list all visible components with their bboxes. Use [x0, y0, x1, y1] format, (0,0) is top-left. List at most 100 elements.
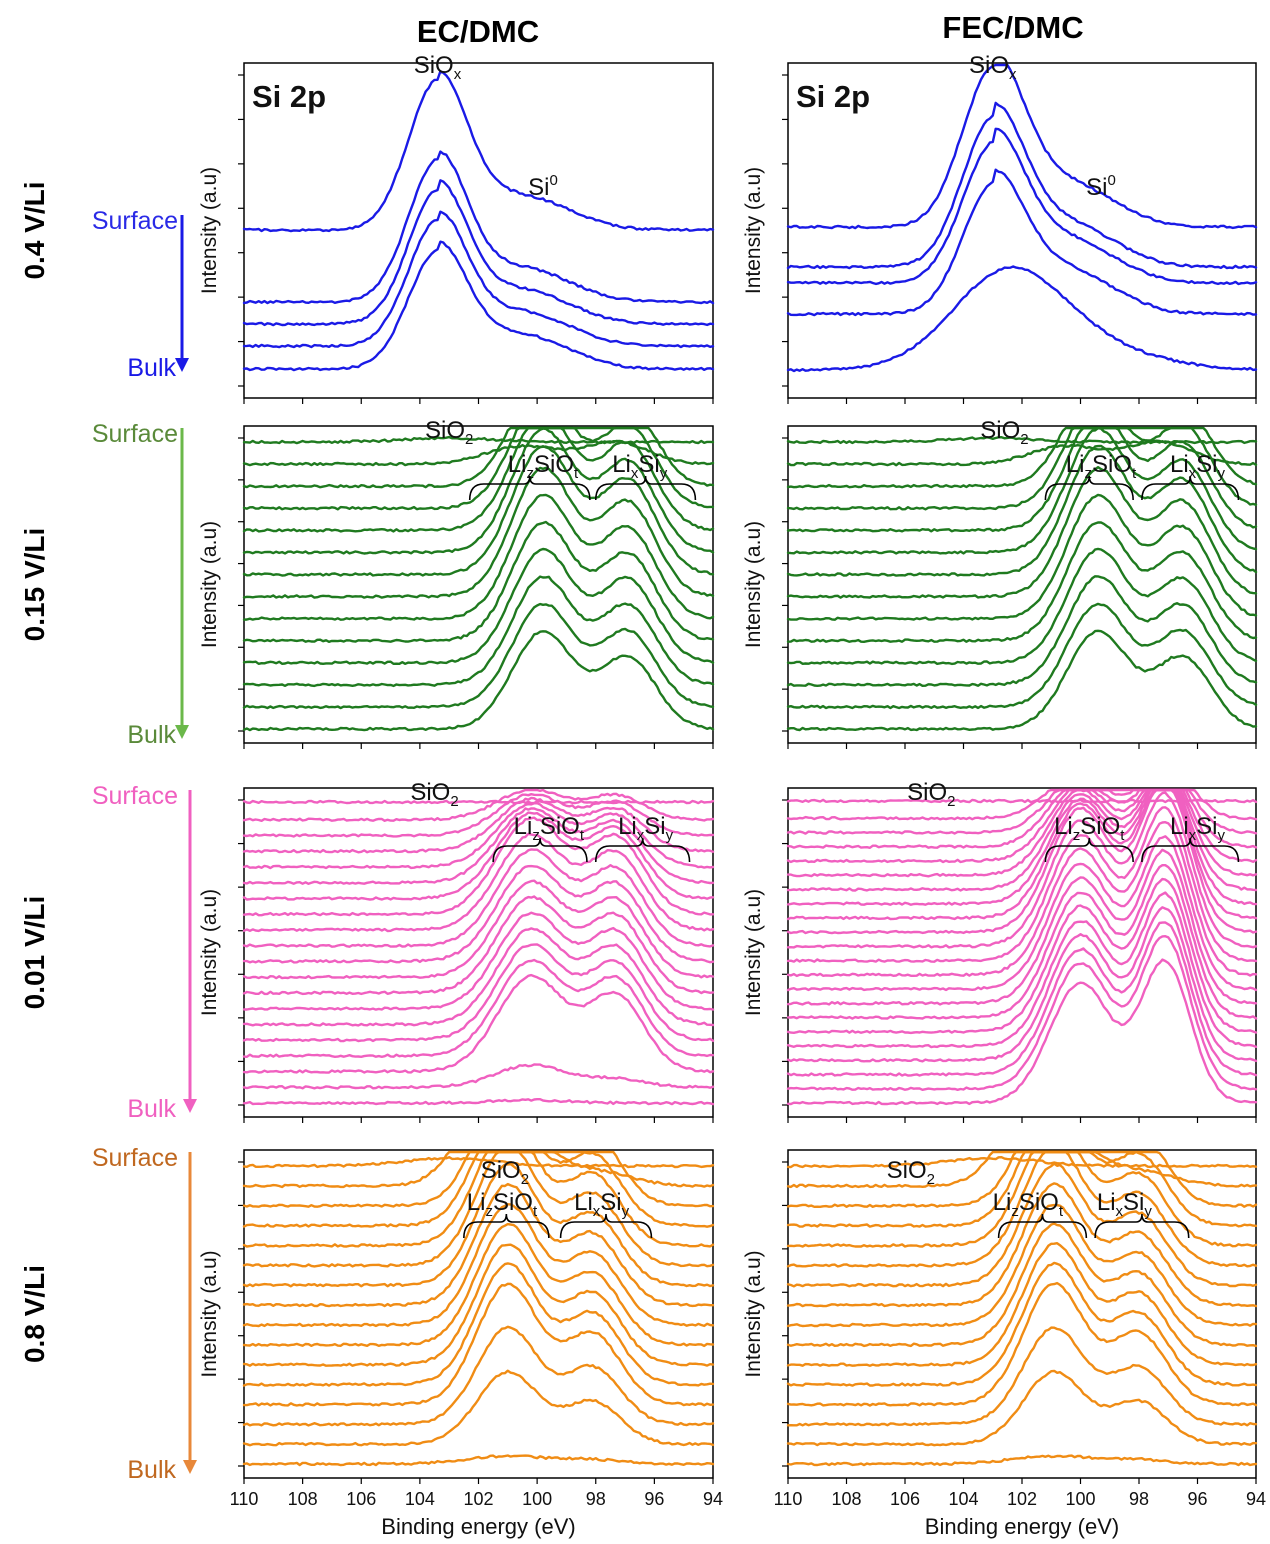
spectrum-trace	[786, 521, 1258, 643]
y-axis-label: Intensity (a.u)	[198, 521, 221, 648]
spectrum-trace	[242, 807, 715, 885]
spectrum-trace	[242, 793, 715, 838]
y-axis-label: Intensity (a.u)	[198, 889, 221, 1016]
row-label-group-1: 0.15 V/Li Surface Bulk	[19, 420, 189, 749]
peak-bracket	[594, 475, 697, 501]
x-axis-label: Binding energy (eV)	[381, 1514, 575, 1539]
peak-annotation: LixSiy	[618, 813, 674, 844]
surface-label: Surface	[92, 207, 178, 235]
peak-annotation: LizSiOt	[514, 813, 585, 844]
spectrum-trace	[786, 1369, 1258, 1447]
bulk-label: Bulk	[127, 1456, 176, 1484]
x-tick-label: 110	[774, 1489, 803, 1509]
spectrum-trace	[242, 1369, 715, 1447]
spectrum-trace	[242, 796, 715, 854]
x-tick-label: 106	[890, 1489, 920, 1509]
spectrum-trace	[786, 788, 1258, 935]
spectrum-trace	[786, 835, 1258, 992]
peak-annotation: LixSiy	[1097, 1189, 1153, 1220]
spectrum-trace	[242, 445, 715, 577]
peak-bracket	[1044, 475, 1134, 501]
spectrum-trace	[786, 265, 1258, 373]
spectrum-trace	[786, 547, 1258, 666]
bulk-label: Bulk	[127, 1095, 176, 1123]
spectrum-trace	[786, 788, 1258, 906]
peak-bracket	[997, 1213, 1088, 1239]
peak-bracket	[594, 837, 691, 863]
spectrum-trace	[242, 1163, 715, 1288]
spectrum-trace	[242, 927, 715, 1027]
depth-arrowhead	[183, 1099, 197, 1113]
spectrum-trace	[242, 1222, 715, 1348]
spectrum-trace	[786, 864, 1258, 1020]
panel-title: Si 2p	[796, 79, 870, 114]
x-tick-label: 104	[405, 1489, 435, 1509]
spectrum-trace	[242, 1063, 715, 1090]
peak-annotation: LizSiOt	[1054, 813, 1125, 844]
depth-arrowhead	[183, 1460, 197, 1474]
panel-0-fec: Intensity (a.u) Si 2p SiOx Si0	[742, 52, 1258, 404]
panel-1-fec: Intensity (a.u) SiO2 LizSiOt LixSiy	[742, 417, 1258, 749]
peak-annotation: LixSiy	[612, 451, 668, 482]
x-tick-label: 98	[586, 1489, 606, 1509]
row-label-group-2: 0.01 V/Li Surface Bulk	[19, 782, 197, 1123]
x-axis-label: Binding energy (eV)	[925, 1514, 1119, 1539]
peak-annotation: SiO2	[980, 417, 1028, 448]
spectrum-trace	[786, 101, 1258, 270]
spectrum-trace	[786, 493, 1258, 621]
spectrum-trace	[242, 879, 715, 980]
spectrum-trace	[242, 864, 715, 964]
panel-0-ec: Intensity (a.u) Si 2p SiOx Si0	[198, 52, 715, 404]
peak-annotation: SiO2	[907, 779, 955, 810]
peak-annotation: Si0	[528, 172, 558, 201]
x-axis-fec: 110 108 106 104 102 100 98 96 94 Binding energy (…	[774, 1489, 1266, 1539]
panel-3-fec: Intensity (a.u) SiO2 LizSiOt LixSiy	[742, 1149, 1258, 1484]
peak-annotation: LizSiOt	[467, 1189, 538, 1220]
spectrum-trace	[786, 906, 1258, 1063]
spectrum-trace	[242, 1325, 715, 1427]
y-axis-label: Intensity (a.u)	[742, 1250, 765, 1377]
y-axis-label: Intensity (a.u)	[198, 167, 221, 294]
x-tick-label: 102	[1007, 1489, 1037, 1509]
spectrum-trace	[786, 63, 1258, 230]
x-tick-label: 100	[522, 1489, 552, 1509]
peak-bracket	[1094, 1213, 1190, 1239]
depth-arrowhead	[175, 725, 189, 739]
spectrum-trace	[242, 70, 715, 233]
spectrum-trace	[786, 444, 1258, 577]
surface-label: Surface	[92, 782, 178, 810]
peak-annotation: LixSiy	[1170, 813, 1226, 844]
spectrum-trace	[786, 1261, 1258, 1387]
spectrum-trace	[786, 1156, 1258, 1169]
panels-layer: Intensity (a.u) Si 2p SiOx Si0 Intensity (a.…	[198, 52, 1258, 1484]
spectrum-trace	[242, 602, 715, 710]
spectrum-trace	[786, 575, 1258, 687]
spectrum-trace	[786, 1281, 1258, 1407]
x-axis-layer: 110 108 106 104 102 100 98 96 94 Binding energy (…	[230, 1489, 1266, 1539]
row-label: 0.4 V/Li	[19, 181, 50, 279]
peak-annotation: LizSiOt	[1066, 451, 1137, 482]
spectrum-trace	[242, 1182, 715, 1308]
panel-title: Si 2p	[252, 79, 326, 114]
spectrum-trace	[242, 1262, 715, 1387]
peak-bracket	[463, 1213, 550, 1239]
x-tick-label: 94	[1246, 1489, 1266, 1509]
spectrum-trace	[786, 168, 1258, 317]
x-tick-label: 110	[230, 1489, 259, 1509]
spectrum-trace	[242, 943, 715, 1043]
spectrum-trace	[786, 127, 1258, 286]
spectrum-trace	[786, 848, 1258, 1006]
peak-bracket	[468, 475, 591, 501]
x-tick-label: 98	[1129, 1489, 1149, 1509]
peak-bracket	[492, 837, 588, 863]
spectrum-trace	[786, 1150, 1258, 1268]
spectrum-trace	[242, 179, 715, 327]
spectrum-trace	[242, 466, 715, 599]
spectrum-trace	[242, 435, 715, 445]
peak-annotation: SiOx	[969, 52, 1017, 83]
spectrum-trace	[786, 1162, 1258, 1288]
spectrum-trace	[786, 806, 1258, 963]
spectrum-trace	[786, 427, 1258, 555]
spectrum-trace	[242, 240, 715, 372]
